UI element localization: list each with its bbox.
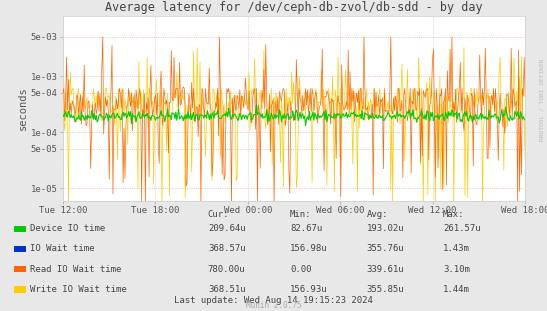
Text: Max:: Max: <box>443 210 464 219</box>
Text: 3.10m: 3.10m <box>443 265 470 273</box>
Text: 1.43m: 1.43m <box>443 244 470 253</box>
Text: 368.57u: 368.57u <box>208 244 246 253</box>
Title: Average latency for /dev/ceph-db-zvol/db-sdd - by day: Average latency for /dev/ceph-db-zvol/db… <box>105 1 483 14</box>
Text: 355.76u: 355.76u <box>366 244 404 253</box>
Y-axis label: seconds: seconds <box>18 86 28 130</box>
Text: Read IO Wait time: Read IO Wait time <box>30 265 121 273</box>
Text: Write IO Wait time: Write IO Wait time <box>30 285 127 294</box>
Text: Last update: Wed Aug 14 19:15:23 2024: Last update: Wed Aug 14 19:15:23 2024 <box>174 296 373 305</box>
Text: 156.98u: 156.98u <box>290 244 328 253</box>
Text: Munin 2.0.75: Munin 2.0.75 <box>246 301 301 310</box>
Text: 339.61u: 339.61u <box>366 265 404 273</box>
Text: 156.93u: 156.93u <box>290 285 328 294</box>
Text: IO Wait time: IO Wait time <box>30 244 95 253</box>
Text: RRDTOOL / TOBI OETIKER: RRDTOOL / TOBI OETIKER <box>539 58 544 141</box>
Text: Cur:: Cur: <box>208 210 229 219</box>
Text: Avg:: Avg: <box>366 210 388 219</box>
Text: 1.44m: 1.44m <box>443 285 470 294</box>
Text: 355.85u: 355.85u <box>366 285 404 294</box>
Text: Min:: Min: <box>290 210 311 219</box>
Text: 82.67u: 82.67u <box>290 224 322 233</box>
Text: 780.00u: 780.00u <box>208 265 246 273</box>
Text: 209.64u: 209.64u <box>208 224 246 233</box>
Text: Device IO time: Device IO time <box>30 224 106 233</box>
Text: 0.00: 0.00 <box>290 265 311 273</box>
Text: 193.02u: 193.02u <box>366 224 404 233</box>
Text: 261.57u: 261.57u <box>443 224 481 233</box>
Text: 368.51u: 368.51u <box>208 285 246 294</box>
